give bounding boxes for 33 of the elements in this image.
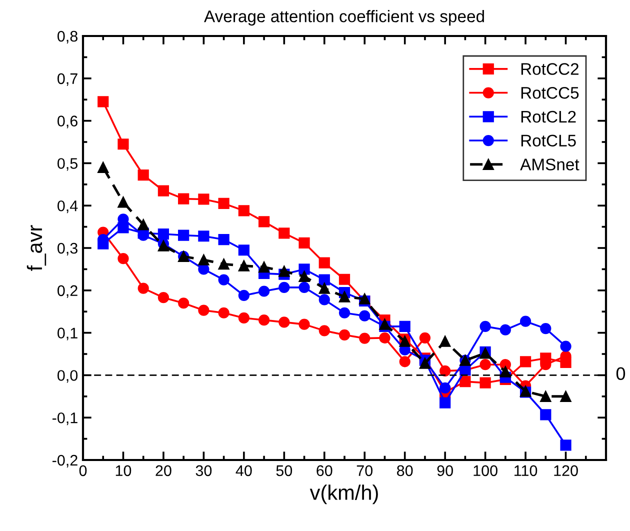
x-tick-label: 50 <box>276 465 292 476</box>
legend-label: RotCL5 <box>521 134 576 147</box>
y-tick-label: -0,1 <box>52 412 78 426</box>
legend-label: RotCL2 <box>521 110 576 123</box>
x-tick-label: 90 <box>437 465 453 476</box>
x-tick-label: 0 <box>79 465 87 476</box>
x-tick-label: 100 <box>474 465 498 476</box>
x-tick-label: 60 <box>316 465 332 476</box>
y-tick-label: -0,2 <box>52 454 78 468</box>
x-tick-label: 40 <box>236 465 252 476</box>
legend-label: AMSnet <box>520 158 580 170</box>
x-axis-title: v(km/h) <box>310 484 378 504</box>
y-tick-label: 0,4 <box>58 200 78 214</box>
x-tick-label: 110 <box>514 465 538 476</box>
y-tick-label: 0,0 <box>58 370 78 383</box>
y-tick-label: 0,5 <box>58 158 78 171</box>
x-tick-label: 10 <box>116 465 132 476</box>
y-tick-label: 0,6 <box>58 116 78 128</box>
y-tick-label: 0,7 <box>58 73 78 86</box>
x-tick-label: 120 <box>554 465 578 476</box>
y-tick-label: 0,3 <box>58 242 78 256</box>
chart-title: Average attention coefficient vs speed <box>204 10 484 26</box>
x-tick-label: 30 <box>196 465 212 476</box>
x-tick-label: 70 <box>356 465 373 476</box>
legend-label: RotCC5 <box>521 86 579 99</box>
legend-label: RotCC2 <box>521 63 578 75</box>
y-tick-label: 0,8 <box>58 30 78 44</box>
y-tick-label: 0,2 <box>58 285 78 298</box>
y-axis-title: f_avr <box>26 225 46 271</box>
x-tick-label: 20 <box>156 465 172 476</box>
ref-line-label: 0 <box>616 367 626 380</box>
y-tick-label: 0,1 <box>58 328 78 340</box>
x-tick-label: 80 <box>397 465 413 476</box>
